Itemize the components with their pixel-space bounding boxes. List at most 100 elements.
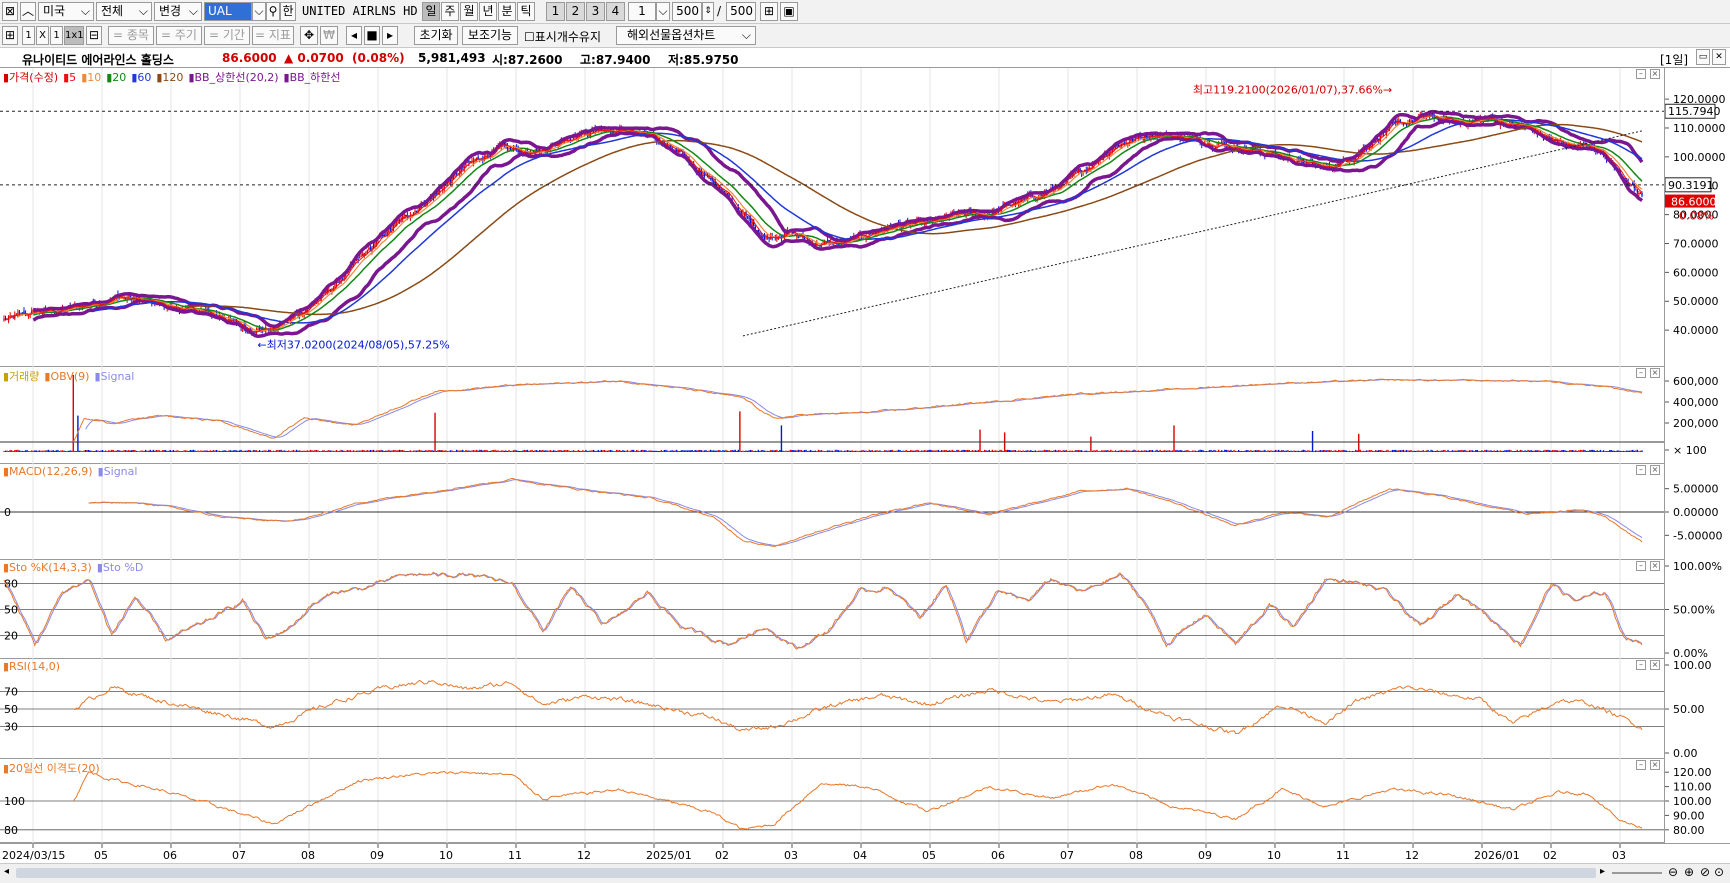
- zoom-slider[interactable]: [1612, 872, 1662, 874]
- spinner-icon[interactable]: ⇕: [702, 2, 714, 21]
- disparity-panel[interactable]: 100 80 ▮20일선 이격도(20) – ×: [0, 759, 1664, 843]
- han-toggle[interactable]: 한: [280, 2, 296, 21]
- market-select[interactable]: 미국 ⌵: [38, 2, 94, 21]
- panel-minimize-icon[interactable]: –: [1636, 561, 1646, 571]
- term-button[interactable]: = 기간: [204, 26, 250, 45]
- change-select[interactable]: 변경 ⌵: [154, 2, 202, 21]
- legend-item[interactable]: ▮Signal: [94, 370, 135, 383]
- panel-minimize-icon[interactable]: –: [1636, 465, 1646, 475]
- legend-item[interactable]: ▮OBV(9): [44, 370, 90, 383]
- legend-item[interactable]: ▮RSI(14,0): [3, 660, 60, 673]
- prev-icon[interactable]: ◂: [346, 26, 362, 45]
- interval-select[interactable]: 1: [628, 2, 656, 21]
- scroll-thumb[interactable]: [16, 868, 1596, 878]
- period-button[interactable]: = 주기: [156, 26, 202, 45]
- panel-legend[interactable]: ▮MACD(12,26,9) ▮Signal: [3, 465, 142, 478]
- scroll-left-icon[interactable]: ◂: [4, 866, 10, 877]
- grid-icon[interactable]: ⊞: [2, 26, 18, 45]
- count-button[interactable]: 3: [586, 2, 605, 21]
- legend-item[interactable]: ▮MACD(12,26,9): [3, 465, 93, 478]
- period-button[interactable]: 분: [498, 2, 516, 21]
- table-icon[interactable]: ⊟: [86, 26, 102, 45]
- rsi-scale[interactable]: 100.00 50.00 0.00: [1664, 659, 1730, 760]
- item-button[interactable]: = 종목: [108, 26, 154, 45]
- legend-item[interactable]: ▮Sto %K(14,3,3): [3, 561, 92, 574]
- panel-minimize-icon[interactable]: –: [1636, 69, 1646, 79]
- legend-item[interactable]: ▮Signal: [97, 465, 138, 478]
- next-icon[interactable]: ▸: [382, 26, 398, 45]
- save-icon[interactable]: ▣: [780, 2, 798, 21]
- overseas-select[interactable]: 해외선물옵션차트 ⌵: [616, 26, 756, 45]
- macd-panel[interactable]: 0 ▮MACD(12,26,9) ▮Signal – ×: [0, 464, 1664, 560]
- price-panel[interactable]: 최고119.2100(2026/01/07),37.66%→ ←최저37.0200…: [0, 68, 1664, 367]
- panel-minimize-icon[interactable]: –: [1636, 760, 1646, 770]
- zoom-fit-icon[interactable]: ⊙: [1714, 865, 1725, 879]
- legend-item[interactable]: ▮BB_상한선(20,2): [188, 71, 279, 84]
- zoom-in-icon[interactable]: ⊕: [1684, 865, 1695, 879]
- layout-button[interactable]: 1: [22, 26, 35, 45]
- legend-item[interactable]: ▮20일선 이격도(20): [3, 762, 100, 775]
- restore-icon[interactable]: ▭: [1696, 49, 1710, 65]
- stochastic-scale[interactable]: 100.00% 50.00% 0.00%: [1664, 560, 1730, 660]
- chevron-down-icon[interactable]: ⌵: [656, 2, 670, 21]
- keep-count-checkbox[interactable]: ☐표시개수유지: [524, 28, 601, 45]
- rsi-panel[interactable]: 70 50 30 ▮RSI(14,0) – ×: [0, 659, 1664, 759]
- legend-item[interactable]: ▮거래량: [3, 370, 40, 383]
- panel-legend[interactable]: ▮RSI(14,0): [3, 660, 65, 673]
- count-button[interactable]: 2: [566, 2, 585, 21]
- legend-item[interactable]: ▮20: [106, 71, 127, 84]
- panel-legend[interactable]: ▮가격(수정) ▮5 ▮10 ▮20 ▮60 ▮120 ▮BB_상한선(20,2) ▮BB_하…: [3, 69, 346, 85]
- volume-panel[interactable]: ▮거래량 ▮OBV(9) ▮Signal – ×: [0, 367, 1664, 464]
- layout-button[interactable]: 1x1: [64, 26, 84, 45]
- filter-select[interactable]: 전체 ⌵: [96, 2, 152, 21]
- panel-legend[interactable]: ▮Sto %K(14,3,3) ▮Sto %D: [3, 561, 148, 574]
- volume-scale[interactable]: 600,000 400,000 200,000 × 100: [1664, 367, 1730, 464]
- move-icon[interactable]: ✥: [300, 26, 318, 45]
- close-icon[interactable]: ✕: [1712, 49, 1726, 65]
- period-button[interactable]: 틱: [517, 2, 535, 21]
- panel-minimize-icon[interactable]: –: [1636, 368, 1646, 378]
- legend-item[interactable]: ▮BB_하한선: [283, 71, 341, 84]
- period-button[interactable]: 년: [479, 2, 497, 21]
- disparity-scale[interactable]: 120.00 110.00 100.00 90.00 80.00: [1664, 759, 1730, 843]
- zoom-reset-icon[interactable]: ⊘: [1700, 865, 1711, 879]
- panel-legend[interactable]: ▮거래량 ▮OBV(9) ▮Signal: [3, 368, 139, 384]
- period-button[interactable]: 월: [460, 2, 478, 21]
- layout-button[interactable]: 1: [50, 26, 63, 45]
- bars-input[interactable]: 500: [672, 2, 702, 21]
- stochastic-panel[interactable]: 80 50 20 ▮Sto %K(14,3,3) ▮Sto %D – ×: [0, 560, 1664, 659]
- period-button[interactable]: 일: [422, 2, 440, 21]
- legend-item[interactable]: ▮120: [156, 71, 184, 84]
- legend-item[interactable]: ▮5: [63, 71, 77, 84]
- count-button[interactable]: 1: [546, 2, 565, 21]
- scroll-right-icon[interactable]: ▸: [1600, 866, 1606, 877]
- legend-item[interactable]: ▮Sto %D: [96, 561, 144, 574]
- won-icon[interactable]: ₩: [320, 26, 338, 45]
- assist-button[interactable]: 보조기능: [462, 26, 518, 45]
- panel-minimize-icon[interactable]: –: [1636, 660, 1646, 670]
- legend-item[interactable]: ▮10: [81, 71, 102, 84]
- legend-item[interactable]: ▮60: [131, 71, 152, 84]
- stop-icon[interactable]: ■: [364, 26, 380, 45]
- horizontal-scrollbar[interactable]: ◂ ▸ ⊖ ⊕ ⊘ ⊙: [0, 863, 1730, 883]
- new-window-icon[interactable]: ⊞: [760, 2, 778, 21]
- panel-close-icon[interactable]: ×: [1650, 368, 1660, 378]
- zoom-out-icon[interactable]: ⊖: [1668, 865, 1679, 879]
- panel-close-icon[interactable]: ×: [1650, 660, 1660, 670]
- period-button[interactable]: 주: [441, 2, 459, 21]
- chevron-up-icon[interactable]: ︿: [20, 2, 36, 21]
- panel-close-icon[interactable]: ×: [1650, 465, 1660, 475]
- ticker-input[interactable]: UAL: [204, 2, 252, 21]
- indicator-button[interactable]: = 지표: [252, 26, 294, 45]
- layout-button[interactable]: X: [36, 26, 49, 45]
- legend-item[interactable]: ▮가격(수정): [3, 71, 59, 84]
- panel-close-icon[interactable]: ×: [1650, 760, 1660, 770]
- menu-icon[interactable]: ⊠: [2, 2, 18, 21]
- panel-close-icon[interactable]: ×: [1650, 69, 1660, 79]
- panel-close-icon[interactable]: ×: [1650, 561, 1660, 571]
- price-scale[interactable]: 120.0000110.0000100.000090.000080.000070…: [1664, 68, 1730, 367]
- chevron-down-icon[interactable]: ⌵: [252, 2, 266, 21]
- macd-scale[interactable]: 5.00000 0.00000 -5.00000: [1664, 464, 1730, 560]
- search-icon[interactable]: ⚲: [266, 2, 280, 21]
- reset-button[interactable]: 초기화: [414, 26, 458, 45]
